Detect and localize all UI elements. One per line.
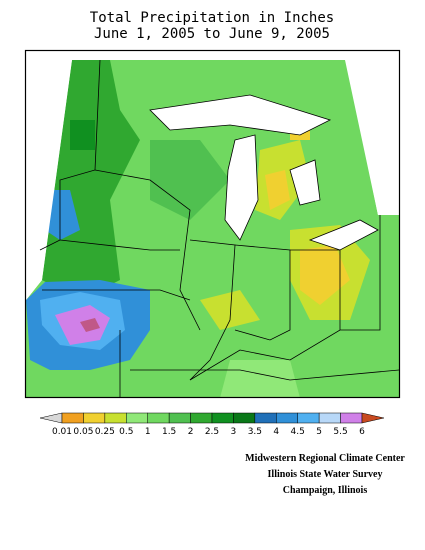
legend-label: 0.25 <box>95 427 115 437</box>
title-line: Total Precipitation in Inches <box>90 10 334 26</box>
legend-swatch <box>168 412 191 424</box>
legend-label: 5.5 <box>333 427 347 437</box>
legend-label: 3.5 <box>248 427 262 437</box>
legend-swatch <box>61 412 84 424</box>
legend-swatch <box>104 412 127 424</box>
legend-swatch <box>211 412 234 424</box>
legend-swatch <box>276 412 298 424</box>
legend-label: 3 <box>231 427 237 437</box>
title-line: June 1, 2005 to June 9, 2005 <box>94 26 330 42</box>
legend-swatch <box>83 412 106 424</box>
legend-arrow <box>361 412 385 424</box>
legend-label: 1.5 <box>162 427 176 437</box>
legend-label: 0.5 <box>119 427 133 437</box>
legend-swatch <box>126 412 148 424</box>
legend-swatch <box>340 412 363 424</box>
legend-swatch <box>318 412 341 424</box>
credit: Illinois State Water Survey <box>268 469 383 480</box>
legend-label: 4.5 <box>291 427 305 437</box>
legend-label: 6 <box>359 427 365 437</box>
legend-label: 0.01 <box>52 427 72 437</box>
legend-label: 2 <box>188 427 194 437</box>
legend-swatch <box>147 412 170 424</box>
legend-label: 0.05 <box>73 427 93 437</box>
legend-arrow <box>39 412 63 424</box>
legend-swatch <box>233 412 256 424</box>
legend-swatch <box>190 412 213 424</box>
legend-swatch <box>297 412 320 424</box>
legend-label: 5 <box>316 427 322 437</box>
legend-label: 1 <box>145 427 151 437</box>
credit: Midwestern Regional Climate Center <box>245 453 405 464</box>
credit: Champaign, Illinois <box>283 485 368 496</box>
legend-label: 2.5 <box>205 427 219 437</box>
legend: 0.01 0.05 0.25 0.5 1 1.5 2 2.5 3 3.5 4 4.5 5 5.5 6 <box>39 412 385 437</box>
map <box>24 49 401 399</box>
legend-label: 4 <box>273 427 279 437</box>
legend-swatch <box>254 412 277 424</box>
